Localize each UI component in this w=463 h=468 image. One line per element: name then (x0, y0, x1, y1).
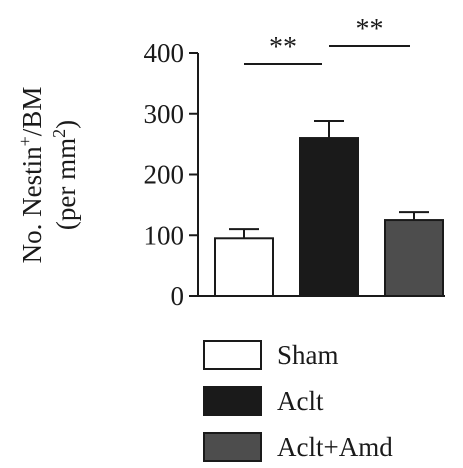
significance-label: ** (269, 32, 297, 63)
y-tick-label: 300 (144, 99, 185, 129)
significance-label: ** (356, 14, 384, 45)
significance-brackets: ** ** (244, 14, 410, 65)
error-bar (314, 120, 344, 139)
legend-swatch (203, 386, 262, 416)
bars (214, 120, 444, 298)
y-axis-label: No. Nestin+/BM (per mm2) (15, 87, 81, 264)
legend-swatch (203, 340, 262, 370)
error-bar (399, 211, 429, 221)
legend-label: Aclt+Amd (277, 432, 393, 462)
y-tick-label: 0 (171, 281, 185, 311)
legend-label: Sham (277, 340, 339, 370)
legend: Sham Aclt Aclt+Amd (203, 340, 393, 462)
y-tick-label: 200 (144, 160, 185, 190)
legend-label: Aclt (277, 386, 324, 416)
error-bar (229, 228, 259, 239)
legend-item: Aclt (203, 386, 324, 416)
bar-aclt (299, 137, 359, 297)
y-tick-label: 100 (144, 220, 185, 250)
legend-swatch (203, 432, 262, 462)
bar-sham (214, 237, 274, 298)
y-axis: 0 100 200 300 400 (144, 38, 445, 311)
legend-item: Sham (203, 340, 339, 370)
bar-aclt-amd (384, 219, 444, 297)
y-tick-label: 400 (144, 38, 185, 68)
y-axis-label-line1: No. Nestin+/BM (15, 87, 47, 264)
significance-bracket: ** (244, 32, 322, 65)
significance-bracket: ** (329, 14, 410, 47)
y-axis-label-line2: (per mm2) (49, 120, 81, 230)
legend-item: Aclt+Amd (203, 432, 393, 462)
